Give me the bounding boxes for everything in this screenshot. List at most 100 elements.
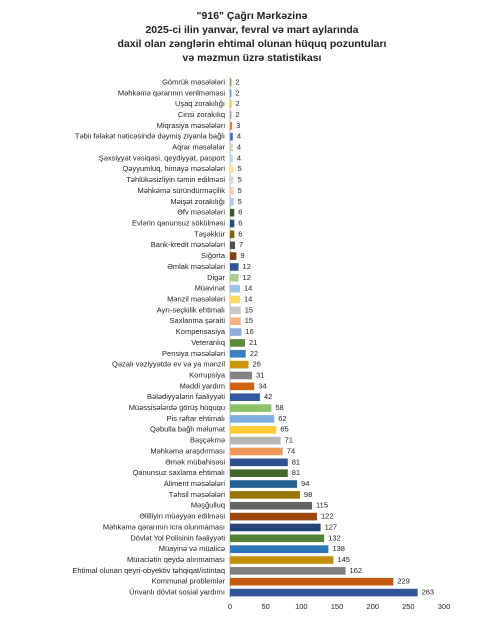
y-tick-label: Məhkəmə araşdırması xyxy=(150,446,225,455)
y-tick-label: Başçəkmə xyxy=(190,436,225,445)
y-tick-label: Təhlükəsizliyin təmin edilməsi xyxy=(126,175,225,184)
value-label: 138 xyxy=(332,544,345,553)
bar xyxy=(230,360,249,369)
x-tick-label: 200 xyxy=(366,602,379,611)
value-label: 115 xyxy=(316,501,328,510)
value-label: 42 xyxy=(264,392,272,401)
value-label: 145 xyxy=(337,555,350,564)
bar xyxy=(230,328,242,336)
value-label: 62 xyxy=(278,414,286,423)
bar xyxy=(230,523,321,532)
value-label: 5 xyxy=(238,175,242,184)
bar xyxy=(230,545,329,553)
y-tick-label: Qəzalı vəziyyətdə ev və ya mənzil xyxy=(112,360,225,369)
y-tick-label: Müəssisələrdə görüş hüququ xyxy=(129,403,225,412)
y-tick-label: Digər xyxy=(207,273,225,282)
bar xyxy=(230,415,275,423)
value-label: 2 xyxy=(235,77,239,86)
value-label: 14 xyxy=(244,284,252,293)
bar xyxy=(230,295,240,304)
y-tick-label: Məhkəmə qərarının verilməməsi xyxy=(118,88,225,97)
bar xyxy=(230,176,234,184)
y-tick-label: Qanunsuz saxlama ehtimalı xyxy=(132,468,225,477)
y-tick-label: Pis rəftar ehtimalı xyxy=(167,414,225,423)
y-tick-label: Şəxsiyyət vəsiqəsi, qeydiyyat, pasport xyxy=(99,153,226,162)
value-label: 229 xyxy=(397,577,410,586)
value-label: 132 xyxy=(328,533,341,542)
value-label: 122 xyxy=(321,512,334,521)
bar xyxy=(230,143,233,152)
x-tick-label: 250 xyxy=(402,602,415,611)
bar xyxy=(230,317,241,326)
bar xyxy=(230,154,233,163)
x-tick-label: 0 xyxy=(228,602,232,611)
y-tick-label: Müraciətin qeydə alınmaması xyxy=(127,555,225,564)
y-tick-label: Saxlanma şəraiti xyxy=(170,316,226,325)
y-tick-label: Mənzil məsələləri xyxy=(167,294,225,303)
bar xyxy=(230,458,288,467)
x-tick-label: 300 xyxy=(438,602,451,611)
value-label: 6 xyxy=(238,229,242,238)
y-tick-label: Məhkəmə qərarının icra olunmaması xyxy=(103,522,225,531)
bar xyxy=(230,241,235,250)
bar xyxy=(230,111,232,119)
value-label: 15 xyxy=(245,316,253,325)
bar xyxy=(230,165,234,174)
y-tick-label: Pensiya məsələləri xyxy=(162,349,225,358)
y-tick-label: Əmlak məsələləri xyxy=(167,262,225,271)
value-label: 34 xyxy=(258,381,266,390)
y-tick-label: Məhkəmə süründürməçilik xyxy=(137,186,225,195)
chart-title: və məzmun üzrə statistikası xyxy=(183,52,322,64)
bar xyxy=(230,198,234,206)
value-label: 162 xyxy=(350,566,363,575)
bar xyxy=(230,447,283,456)
y-tick-label: Kompensasiya xyxy=(176,327,226,336)
value-label: 6 xyxy=(238,208,242,217)
value-label: 5 xyxy=(238,186,242,195)
y-tick-label: Əfv məsələləri xyxy=(177,208,225,217)
value-label: 31 xyxy=(256,370,264,379)
bar xyxy=(230,512,318,521)
y-tick-label: Cinsi zorakılıq xyxy=(178,110,225,119)
value-label: 4 xyxy=(237,153,241,162)
bar xyxy=(230,284,240,293)
value-label: 263 xyxy=(422,588,435,597)
bar xyxy=(230,469,288,477)
y-tick-label: Qəbulla bağlı məlumat xyxy=(150,425,226,434)
value-label: 2 xyxy=(235,110,239,119)
value-label: 4 xyxy=(237,132,241,141)
bar xyxy=(230,349,246,358)
y-tick-label: Ehtimal olunan qeyri-obyektiv təhqiqat/i… xyxy=(72,566,225,575)
y-tick-label: Qəyyumluq, himayə məsələləri xyxy=(122,164,225,173)
value-label: 26 xyxy=(253,360,261,369)
value-label: 65 xyxy=(280,425,288,434)
bar xyxy=(230,425,277,434)
bar xyxy=(230,100,232,108)
bar xyxy=(230,501,313,510)
bar xyxy=(230,89,232,98)
bar xyxy=(230,132,233,141)
y-tick-label: Məişət zorakılığı xyxy=(170,197,225,206)
value-label: 81 xyxy=(292,468,300,477)
y-tick-label: Təbii fəlakət nəticəsində dəymiş ziyanla… xyxy=(75,132,225,141)
bar xyxy=(230,208,235,217)
value-label: 21 xyxy=(249,338,257,347)
y-tick-label: Müavinət xyxy=(195,284,226,293)
value-label: 5 xyxy=(238,197,242,206)
chart-title: "916" Çağrı Mərkəzinə xyxy=(197,10,308,22)
bar xyxy=(230,556,334,564)
value-label: 12 xyxy=(243,262,251,271)
y-tick-label: Aliment məsələləri xyxy=(164,479,226,488)
bar xyxy=(230,78,232,87)
bar xyxy=(230,382,255,391)
bar xyxy=(230,219,235,228)
y-tick-label: Kommunal problemlər xyxy=(152,577,226,586)
value-label: 2 xyxy=(235,88,239,97)
x-tick-label: 150 xyxy=(331,602,344,611)
chart-title: daxil olan zənglərin ehtimal olunan hüqu… xyxy=(118,38,387,50)
bar xyxy=(230,393,260,401)
bar xyxy=(230,187,234,195)
y-tick-label: Ayrı-seçkilik ehtimalı xyxy=(157,305,225,314)
y-tick-label: Bələdiyyələrin fəaliyyəti xyxy=(147,392,225,401)
y-tick-label: Uşaq zorakılığı xyxy=(175,99,225,108)
